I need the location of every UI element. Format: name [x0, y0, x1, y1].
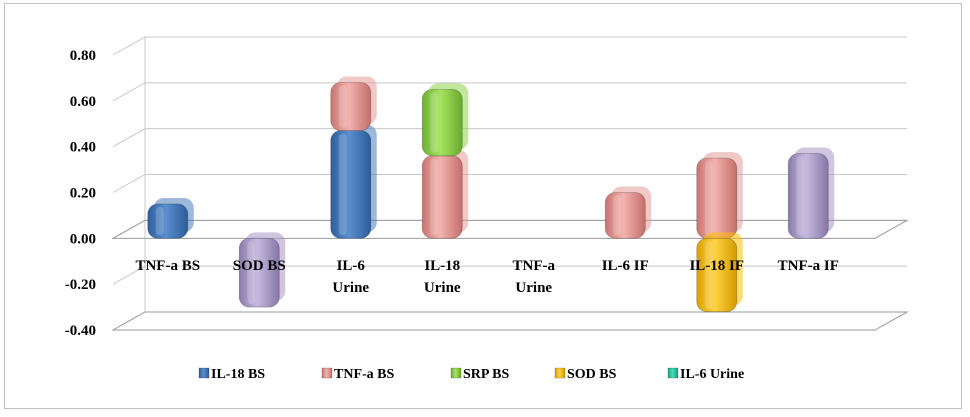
legend-label: SRP BS — [463, 367, 510, 382]
legend-item: IL-6 Urine — [667, 367, 744, 382]
bar-face — [330, 82, 372, 132]
bar-highlight — [430, 158, 439, 236]
category-label: Urine — [424, 280, 461, 296]
y-tick-label: 0.60 — [70, 94, 96, 110]
bar-tnf-a-bs — [696, 152, 743, 239]
bar-tnf-a-bs — [421, 149, 469, 239]
bar-highlight — [338, 85, 347, 128]
legend-label: IL-18 BS — [211, 367, 265, 382]
category-label: IL-6 — [337, 258, 366, 274]
bar-highlight — [338, 133, 347, 236]
legend: IL-18 BS TNF-a BS SRP BS SOD BS IL-6 Urine — [198, 367, 744, 382]
legend-item: SRP BS — [450, 367, 510, 382]
legend-swatch — [198, 367, 210, 379]
bar-tnf-a-bs — [604, 186, 652, 239]
legend-label: SOD BS — [567, 367, 617, 382]
bar-highlight — [704, 161, 713, 236]
legend-swatch — [667, 367, 679, 379]
category-label: Urine — [332, 280, 369, 296]
category-label: IL-6 IF — [602, 258, 649, 274]
category-label: IL-18 IF — [689, 258, 744, 274]
bar-face — [421, 155, 463, 239]
y-tick-label: 0.40 — [70, 140, 96, 156]
legend-item: TNF-a BS — [321, 367, 395, 382]
bars — [147, 76, 835, 313]
bar-highlight — [247, 241, 256, 305]
legend-swatch — [554, 367, 566, 379]
bar-highlight — [796, 156, 805, 236]
legend-swatch — [321, 367, 333, 379]
bar-face — [421, 88, 463, 157]
bar-face — [238, 237, 280, 308]
y-tick-label: 0.20 — [70, 186, 96, 202]
bar-il-18-bs — [330, 124, 377, 239]
bar-face — [696, 157, 738, 239]
bar-face — [604, 192, 646, 239]
bar-face — [696, 237, 738, 313]
category-label: TNF-a — [513, 258, 556, 274]
category-label: TNF-a BS — [135, 258, 200, 274]
legend-item: SOD BS — [554, 367, 617, 382]
bar-tnf-a-bs — [330, 76, 377, 132]
bar-srp-bs — [421, 83, 469, 157]
bar-highlight — [613, 195, 622, 236]
category-label: SOD BS — [233, 258, 286, 274]
y-tick-label: -0.20 — [65, 277, 96, 293]
legend-item: IL-18 BS — [198, 367, 265, 382]
y-tick-label: 0.00 — [70, 231, 96, 247]
category-label: IL-18 — [424, 258, 460, 274]
legend-label: TNF-a BS — [334, 367, 395, 382]
bar-sod-bs — [238, 232, 286, 308]
gridline — [112, 128, 907, 148]
floor — [111, 311, 909, 331]
labels: 0.80 0.60 0.40 0.20 0.00 -0.20 -0.40 TNF-a BS SO… — [65, 48, 839, 339]
gridline — [112, 82, 907, 102]
gridline — [112, 36, 907, 56]
gridlines — [111, 36, 909, 331]
bar-sod-bs — [696, 232, 743, 313]
category-label: Urine — [515, 280, 552, 296]
category-label: TNF-a IF — [778, 258, 839, 274]
bar-highlight — [704, 241, 713, 309]
legend-swatch — [450, 367, 462, 379]
bar-face — [147, 203, 189, 239]
legend-label: IL-6 Urine — [680, 367, 744, 382]
bar-sod-bs — [787, 147, 835, 239]
bar-face — [787, 153, 829, 239]
bar-face — [330, 130, 372, 239]
bar-highlight — [430, 92, 439, 153]
bar-il-18-bs — [147, 197, 194, 239]
bar-highlight — [155, 206, 164, 236]
y-tick-label: 0.80 — [70, 48, 96, 64]
y-tick-label: -0.40 — [65, 323, 96, 339]
